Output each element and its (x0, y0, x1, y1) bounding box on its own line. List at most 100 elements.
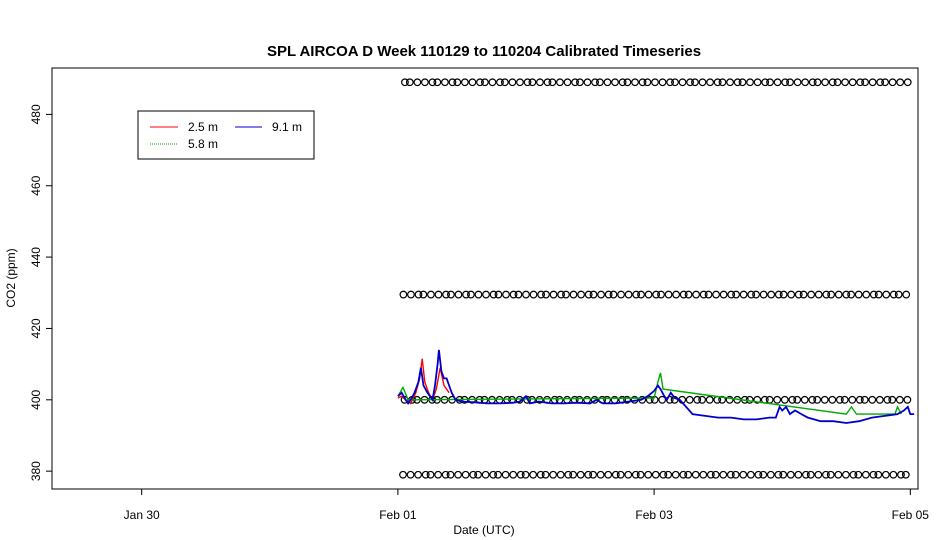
cal-marker (557, 290, 565, 299)
y-axis: 380 400 420 440 460 480 (29, 104, 52, 481)
cal-marker (419, 290, 428, 299)
cal-marker (679, 470, 688, 479)
cal-marker (699, 290, 708, 299)
cal-marker (698, 395, 707, 404)
cal-marker (841, 78, 850, 87)
cal-marker (739, 290, 748, 299)
cal-marker (454, 470, 462, 479)
cal-marker (576, 78, 584, 87)
cal-marker (474, 470, 482, 479)
cal-marker (604, 470, 613, 479)
cal-marker (813, 78, 822, 87)
cal-marker (834, 470, 843, 479)
cal-marker (727, 290, 736, 299)
cal-marker (786, 470, 795, 479)
cal-marker (652, 290, 661, 299)
x-tick-label-0: Jan 30 (124, 508, 160, 522)
cal-marker (761, 78, 770, 87)
cal-marker (678, 78, 687, 87)
cal-marker (814, 470, 823, 479)
cal-marker (448, 78, 457, 87)
cal-marker (541, 470, 550, 479)
cal-marker (861, 470, 870, 479)
cal-marker (821, 470, 830, 479)
x-axis: Jan 30 Feb 01 Feb 03 Feb 05 (124, 489, 929, 522)
cal-marker (828, 395, 837, 404)
cal-marker (692, 290, 701, 299)
cal-marker (555, 395, 564, 404)
cal-marker (636, 470, 645, 479)
cal-marker (461, 470, 470, 479)
cal-marker (603, 395, 611, 404)
cal-marker (611, 470, 620, 479)
cal-marker (609, 290, 618, 299)
cal-marker (875, 395, 884, 404)
cal-marker (718, 78, 727, 87)
cal-marker (685, 395, 694, 404)
cal-marker (496, 78, 504, 87)
cal-marker (698, 78, 707, 87)
cal-marker (584, 470, 593, 479)
cal-marker (516, 78, 524, 87)
cal-marker (732, 290, 740, 299)
cal-marker (794, 290, 803, 299)
cal-marker (658, 78, 667, 87)
cal-marker (793, 395, 802, 404)
cal-marker (834, 290, 843, 299)
cal-marker (638, 78, 647, 87)
cal-marker (773, 395, 782, 404)
series-lines (397, 349, 915, 424)
cal-marker (537, 290, 546, 299)
cal-marker (869, 290, 878, 299)
cal-marker (476, 78, 484, 87)
cal-marker (509, 290, 518, 299)
cal-marker (774, 470, 783, 479)
cal-marker (549, 470, 558, 479)
cal-marker (895, 395, 904, 404)
cal-marker (604, 290, 613, 299)
cal-marker (861, 78, 869, 87)
x-tick-label-2: Feb 03 (635, 508, 673, 522)
cal-marker (482, 290, 490, 299)
cal-marker (597, 290, 605, 299)
legend: 2.5 m 5.8 m 9.1 m (137, 110, 315, 160)
cal-marker (589, 470, 598, 479)
cal-marker (731, 470, 740, 479)
cal-marker (882, 290, 891, 299)
cal-marker (468, 78, 477, 87)
cal-marker (793, 78, 802, 87)
cal-marker (631, 470, 640, 479)
cal-marker (651, 470, 660, 479)
cal-marker (693, 395, 702, 404)
cal-marker (414, 470, 423, 479)
cal-marker (658, 395, 667, 404)
cal-marker (645, 395, 654, 404)
cal-marker (666, 78, 675, 87)
cal-marker (800, 395, 809, 404)
cal-marker (489, 470, 498, 479)
cal-marker (862, 290, 871, 299)
cal-marker (833, 78, 842, 87)
cal-marker (874, 470, 883, 479)
cal-marker (509, 470, 518, 479)
cal-marker (746, 470, 755, 479)
cal-marker (840, 395, 849, 404)
cal-marker (712, 290, 721, 299)
cal-marker (888, 78, 897, 87)
cal-marker (474, 290, 483, 299)
cal-marker (759, 470, 768, 479)
cal-marker (529, 290, 538, 299)
cal-marker (421, 78, 429, 87)
y-tick-label-440: 440 (29, 247, 43, 267)
cal-marker (788, 395, 797, 404)
cal-marker (903, 395, 912, 404)
cal-marker (571, 78, 579, 87)
cal-marker (733, 78, 742, 87)
cal-marker (414, 290, 423, 299)
cal-marker (889, 290, 898, 299)
cal-marker (413, 78, 422, 87)
cal-marker (584, 290, 593, 299)
cal-marker (874, 290, 883, 299)
cal-marker (814, 290, 823, 299)
cal-marker (399, 470, 407, 479)
